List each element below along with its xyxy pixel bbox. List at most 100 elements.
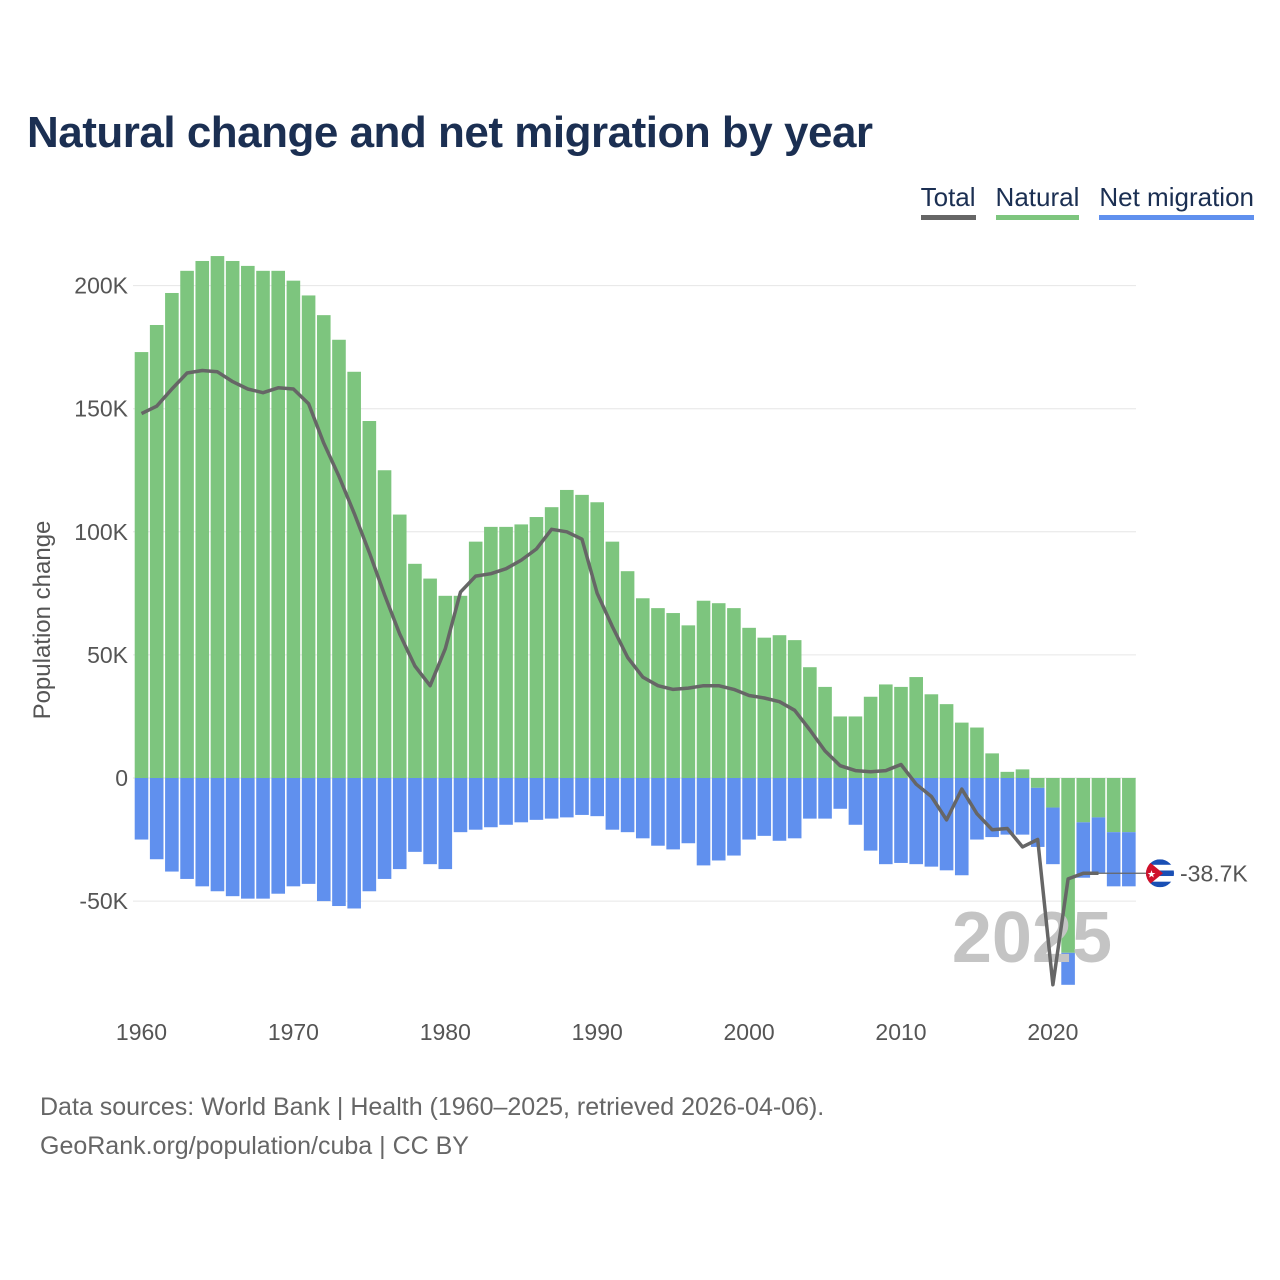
natural-bar (316, 315, 331, 778)
natural-bar (210, 256, 225, 778)
net-migration-bar (256, 778, 270, 899)
chart: -50K 0 50K 100K 150K 200K Population change 2… (29, 256, 1248, 1045)
net-migration-bar (909, 778, 923, 865)
flag-stripe (1146, 881, 1174, 888)
legend-natural[interactable]: Natural (995, 182, 1080, 220)
natural-bar (879, 684, 893, 778)
net-migration-bar (544, 778, 559, 819)
natural-bar (241, 265, 255, 778)
net-migration-bar (681, 778, 696, 844)
net-migration-bar (970, 778, 984, 840)
natural-bar (1076, 778, 1091, 823)
natural-bar (529, 517, 544, 778)
y-tick-label: 150K (74, 396, 128, 422)
net-migration-bar (149, 778, 164, 860)
net-migration-bar (696, 778, 711, 866)
legend-total[interactable]: Total (920, 182, 976, 220)
natural-bar (651, 608, 665, 778)
net-migration-bar (605, 778, 620, 830)
natural-bar (165, 292, 179, 778)
net-migration-bar (1000, 778, 1015, 835)
natural-bar (484, 526, 498, 778)
net-migration-bar (316, 778, 331, 902)
y-axis-ticks: -50K 0 50K 100K 150K 200K (74, 273, 129, 914)
natural-bar (635, 598, 650, 778)
natural-bar (408, 563, 422, 778)
net-migration-bar (848, 778, 863, 825)
net-migration-bar (165, 778, 179, 872)
net-migration-bar (529, 778, 544, 820)
legend-net-migration[interactable]: Net migration (1099, 182, 1254, 220)
net-migration-bar (863, 778, 878, 851)
net-migration-bar (195, 778, 210, 887)
natural-bar (134, 352, 149, 778)
x-tick-label: 2010 (875, 1019, 926, 1045)
net-migration-bar (377, 778, 392, 879)
net-migration-bar (727, 778, 741, 856)
natural-bar (332, 339, 346, 778)
cuba-flag-icon: ★ (1146, 859, 1174, 888)
y-tick-label: 50K (87, 642, 129, 668)
flag-stripe (1146, 859, 1174, 865)
natural-bar (848, 716, 863, 778)
natural-bar (1030, 778, 1045, 788)
net-migration-bar (1061, 952, 1075, 985)
y-axis-label: Population change (29, 521, 56, 720)
natural-bar (362, 421, 377, 778)
natural-bar (970, 727, 984, 778)
y-tick-label: 0 (115, 765, 128, 791)
net-migration-bar (1106, 832, 1121, 887)
net-migration-bar (879, 778, 893, 865)
natural-bar (863, 696, 878, 778)
net-migration-bar (1091, 817, 1106, 873)
flag-triangle (1146, 859, 1163, 888)
natural-bar (757, 637, 772, 778)
x-tick-label: 1980 (420, 1019, 471, 1045)
natural-bars (134, 256, 1136, 953)
net-migration-bar (954, 778, 969, 876)
net-migration-bar (620, 778, 635, 833)
natural-bar (180, 270, 194, 778)
net-migration-bar (392, 778, 407, 870)
natural-bar (149, 324, 164, 778)
net-migration-bar (1076, 822, 1091, 878)
x-tick-label: 1990 (572, 1019, 623, 1045)
net-migration-bar (286, 778, 301, 887)
natural-bar (954, 722, 969, 778)
natural-bar (727, 608, 741, 778)
net-migration-bar (711, 778, 726, 861)
net-migration-bar (985, 778, 999, 838)
x-axis-ticks: 1960 1970 1980 1990 2000 2010 2020 (116, 1019, 1079, 1045)
natural-bar (1122, 778, 1136, 833)
total-line (140, 368, 1099, 987)
data-sources: Data sources: World Bank | Health (1960–… (40, 1093, 825, 1121)
natural-bar (894, 686, 908, 778)
net-migration-bar (1030, 787, 1045, 847)
net-migration-bar (590, 778, 604, 817)
natural-bar (924, 694, 939, 778)
y-tick-label: 200K (74, 273, 128, 299)
attribution: GeoRank.org/population/cuba | CC BY (40, 1132, 469, 1160)
net-migration-bar (757, 778, 772, 836)
natural-bar (225, 260, 240, 779)
net-migration-bar (438, 778, 453, 870)
year-watermark: 2025 (952, 898, 1112, 978)
natural-bar (1015, 769, 1030, 778)
net-migration-bar (666, 778, 680, 850)
end-value-label: -38.7K (1180, 860, 1248, 886)
net-migration-bar (742, 778, 756, 840)
natural-bar (681, 625, 696, 778)
flag-stripe (1146, 876, 1174, 882)
net-migration-bar (301, 778, 316, 884)
natural-bar (985, 753, 999, 778)
net-migration-bar (408, 778, 422, 852)
natural-bar (803, 667, 817, 778)
net-migration-bar (833, 778, 848, 809)
x-tick-label: 2020 (1027, 1019, 1078, 1045)
net-migration-bar (241, 778, 255, 899)
net-migration-bar (651, 778, 665, 846)
natural-bar (286, 280, 301, 778)
natural-bar (544, 507, 559, 778)
natural-bar (590, 502, 604, 778)
net-migration-bar (453, 778, 468, 833)
